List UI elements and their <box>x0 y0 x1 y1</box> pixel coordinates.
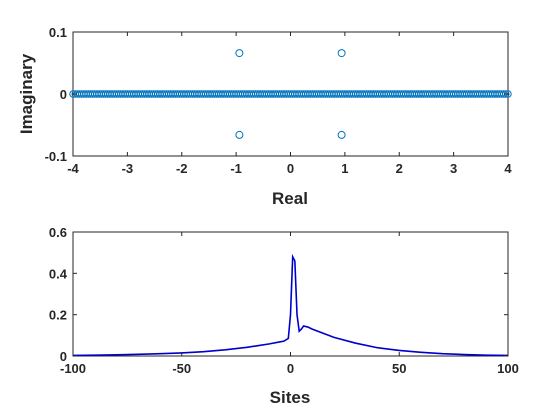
complex-eigenvalue-point <box>235 130 244 139</box>
bottom-y-ticks: 0 0.2 0.4 0.6 <box>49 225 508 364</box>
top-x-tick-label: 3 <box>450 161 457 176</box>
top-x-tick-label: 4 <box>504 161 512 176</box>
top-x-tick-label: -2 <box>176 161 188 176</box>
top-x-tick-label: -1 <box>230 161 242 176</box>
bottom-x-tick-label: 100 <box>497 361 519 376</box>
complex-eigenvalue-point <box>235 49 244 58</box>
top-plot-points <box>69 49 512 139</box>
bottom-y-tick-label: 0 <box>60 349 67 364</box>
bottom-y-tick-label: 0.4 <box>49 266 68 281</box>
bottom-y-tick-label: 0.2 <box>49 308 67 323</box>
top-y-ticks: -0.1 0 0.1 <box>45 25 508 164</box>
top-axes-frame <box>72 31 509 157</box>
bottom-y-tick-label: 0.6 <box>49 225 67 240</box>
bottom-x-ticks: -100 -50 0 50 100 <box>60 232 519 376</box>
complex-eigenvalue-point <box>337 130 346 139</box>
top-x-tick-label: 1 <box>341 161 348 176</box>
complex-eigenvalue-point <box>337 49 346 58</box>
bottom-series-line <box>72 253 509 357</box>
top-y-tick-label: -0.1 <box>45 149 67 164</box>
bottom-x-tick-label: 50 <box>392 361 406 376</box>
top-x-tick-label: -3 <box>122 161 134 176</box>
top-y-axis-label: Imaginary <box>17 53 36 134</box>
top-x-axis-label: Real <box>272 189 308 208</box>
top-y-tick-label: 0.1 <box>49 25 67 40</box>
bottom-x-tick-label: -50 <box>172 361 191 376</box>
top-x-tick-label: 0 <box>287 161 294 176</box>
bottom-x-tick-label: 0 <box>287 361 294 376</box>
bottom-axes-sites: -100 -50 0 50 100 0 0.2 0.4 0.6 Sites <box>49 225 519 407</box>
bottom-x-tick-label: -100 <box>60 361 86 376</box>
top-x-tick-label: -4 <box>67 161 79 176</box>
top-x-tick-label: 2 <box>396 161 403 176</box>
top-x-ticks: -4 -3 -2 -1 0 1 2 3 4 <box>67 32 512 176</box>
real-axis-point <box>502 90 510 98</box>
bottom-x-axis-label: Sites <box>270 388 311 407</box>
top-axes-eigenvalues: -4 -3 -2 -1 0 1 2 3 4 -0.1 0 0.1 Real Imaginary <box>17 25 512 208</box>
top-y-tick-label: 0 <box>60 87 67 102</box>
